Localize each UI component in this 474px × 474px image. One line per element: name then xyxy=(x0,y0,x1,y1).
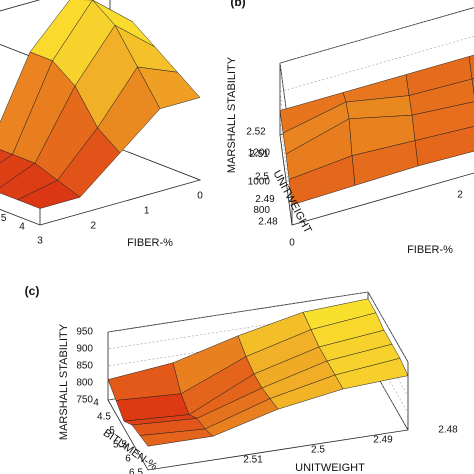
box-edge xyxy=(107,291,369,333)
x-tick-label: 2 xyxy=(457,190,463,201)
z-tick-label: 950 xyxy=(76,327,93,338)
y-tick-label: 2.5 xyxy=(311,445,325,456)
z-tick-label: 800 xyxy=(76,378,93,389)
x-axis-label: FIBER-% xyxy=(407,244,453,256)
z-axis-label: MARSHALL STABILITY xyxy=(226,56,238,173)
y-tick-label: 2.51 xyxy=(243,455,263,466)
box-edge xyxy=(279,7,474,64)
z-tick-label: 750 xyxy=(76,395,93,406)
x-tick-label: 1 xyxy=(144,206,150,217)
grid-line xyxy=(279,120,293,211)
x-tick-label: 0 xyxy=(289,238,295,249)
y-tick-label: 2.49 xyxy=(373,435,393,446)
box-edge xyxy=(0,0,41,12)
y-tick-label: 2.52 xyxy=(246,127,266,138)
x-tick-label: 6.5 xyxy=(129,468,143,474)
x-tick-label: 2 xyxy=(91,221,97,232)
z-axis-label: MARSHALL STABILITY xyxy=(58,323,70,440)
x-tick-label: 3 xyxy=(37,236,43,247)
x-tick-label: 6 xyxy=(125,454,131,465)
z-tick-label: 1000 xyxy=(248,176,271,187)
y-tick-label: 4.5 xyxy=(0,213,7,224)
y-tick-label: 2.48 xyxy=(438,425,458,436)
x-axis-label: FIBER-% xyxy=(127,237,173,249)
box-floor xyxy=(279,79,474,226)
z-tick-label: 850 xyxy=(76,361,93,372)
x-tick-label: 0 xyxy=(197,191,203,202)
y-tick-label: 2.5 xyxy=(255,172,269,183)
surface-patch xyxy=(16,179,81,209)
y-tick-label: 2.48 xyxy=(258,217,278,228)
grid-line xyxy=(279,62,293,154)
y-axis-label: UNITWEIGHT xyxy=(295,462,365,474)
z-tick-label: 1200 xyxy=(248,148,271,159)
surface-patch xyxy=(288,155,356,206)
panel-label: (c) xyxy=(25,284,40,298)
z-tick-label: 800 xyxy=(253,205,270,216)
grid-line xyxy=(367,291,409,363)
x-tick-label: 5.5 xyxy=(113,440,127,451)
x-tick-label: 5 xyxy=(109,426,115,437)
y-tick-label: 4 xyxy=(19,222,25,233)
panel-label: (b) xyxy=(230,0,245,9)
surface-patch xyxy=(139,428,214,447)
surface-patch xyxy=(0,149,14,164)
x-tick-label: 4.5 xyxy=(97,412,111,423)
x-tick-label: 4 xyxy=(93,398,99,409)
box-edge xyxy=(0,44,41,61)
grid-line xyxy=(279,7,474,64)
y-tick-label: 2.51 xyxy=(249,149,269,160)
z-tick-label: 900 xyxy=(76,344,93,355)
y-tick-label: 2.49 xyxy=(255,194,275,205)
